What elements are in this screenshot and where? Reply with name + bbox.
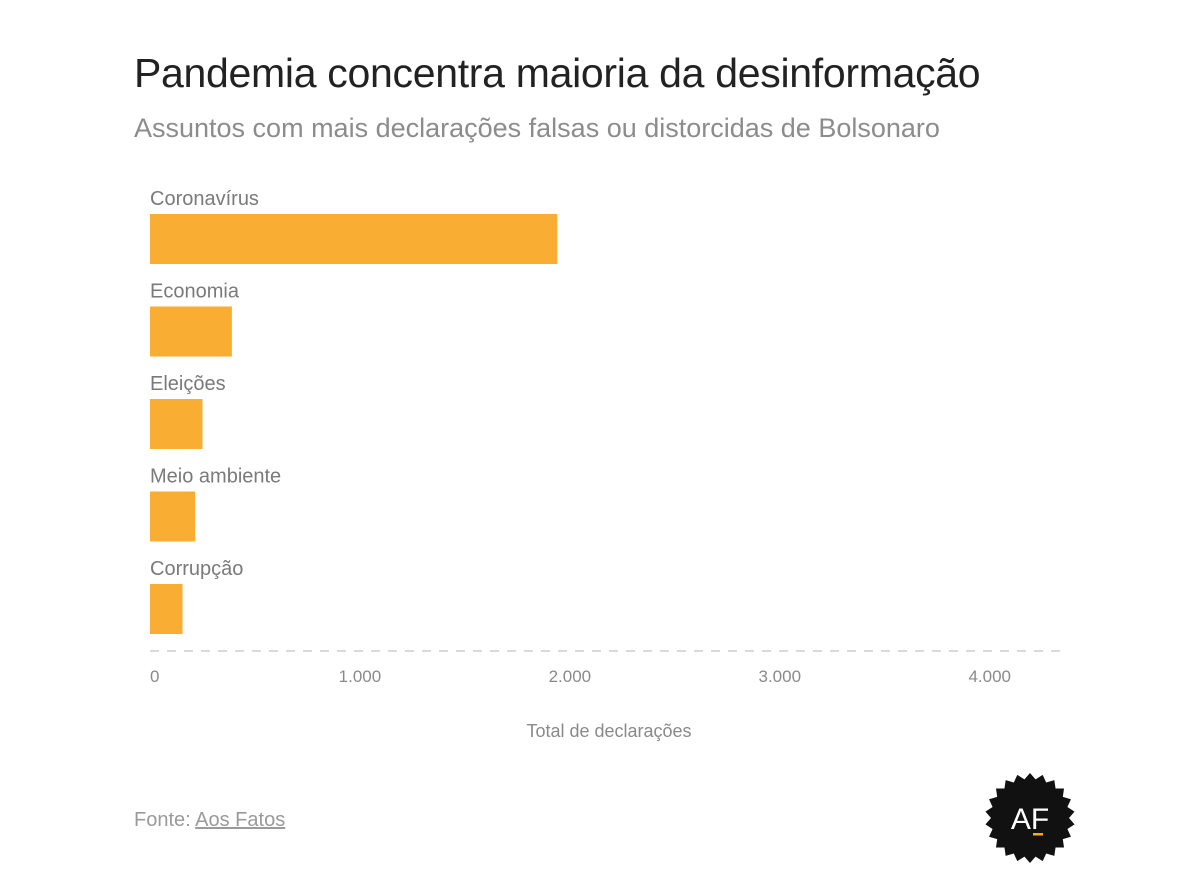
bar	[150, 399, 203, 449]
category-label: Eleições	[150, 373, 226, 395]
category-label: Meio ambiente	[150, 466, 281, 488]
category-label: Corrupção	[150, 558, 243, 580]
x-tick-label: 4.000	[968, 667, 1011, 686]
logo-accent	[1033, 833, 1043, 836]
bar	[150, 584, 183, 634]
chart-subtitle: Assuntos com mais declarações falsas ou …	[134, 113, 940, 143]
source-link[interactable]: Aos Fatos	[195, 809, 286, 831]
bar	[150, 491, 196, 542]
x-tick-label: 2.000	[549, 667, 592, 686]
x-axis-label: Total de declarações	[526, 721, 691, 741]
category-label: Economia	[150, 281, 240, 303]
x-tick-label: 0	[150, 667, 159, 686]
category-label: Coronavírus	[150, 188, 259, 210]
bar	[150, 306, 232, 357]
chart-title: Pandemia concentra maioria da desinforma…	[134, 50, 981, 96]
bar-chart: Coronavírus Economia Eleições Meio ambiente…	[150, 188, 1068, 741]
aos-fatos-logo-icon: AF	[985, 773, 1075, 863]
logo-badge	[985, 773, 1075, 863]
source-prefix: Fonte:	[134, 809, 191, 831]
bar	[150, 214, 558, 264]
source-note: Fonte: Aos Fatos	[134, 809, 285, 832]
logo-text: AF	[1011, 803, 1049, 836]
x-tick-label: 3.000	[759, 667, 802, 686]
x-tick-label: 1.000	[339, 667, 382, 686]
